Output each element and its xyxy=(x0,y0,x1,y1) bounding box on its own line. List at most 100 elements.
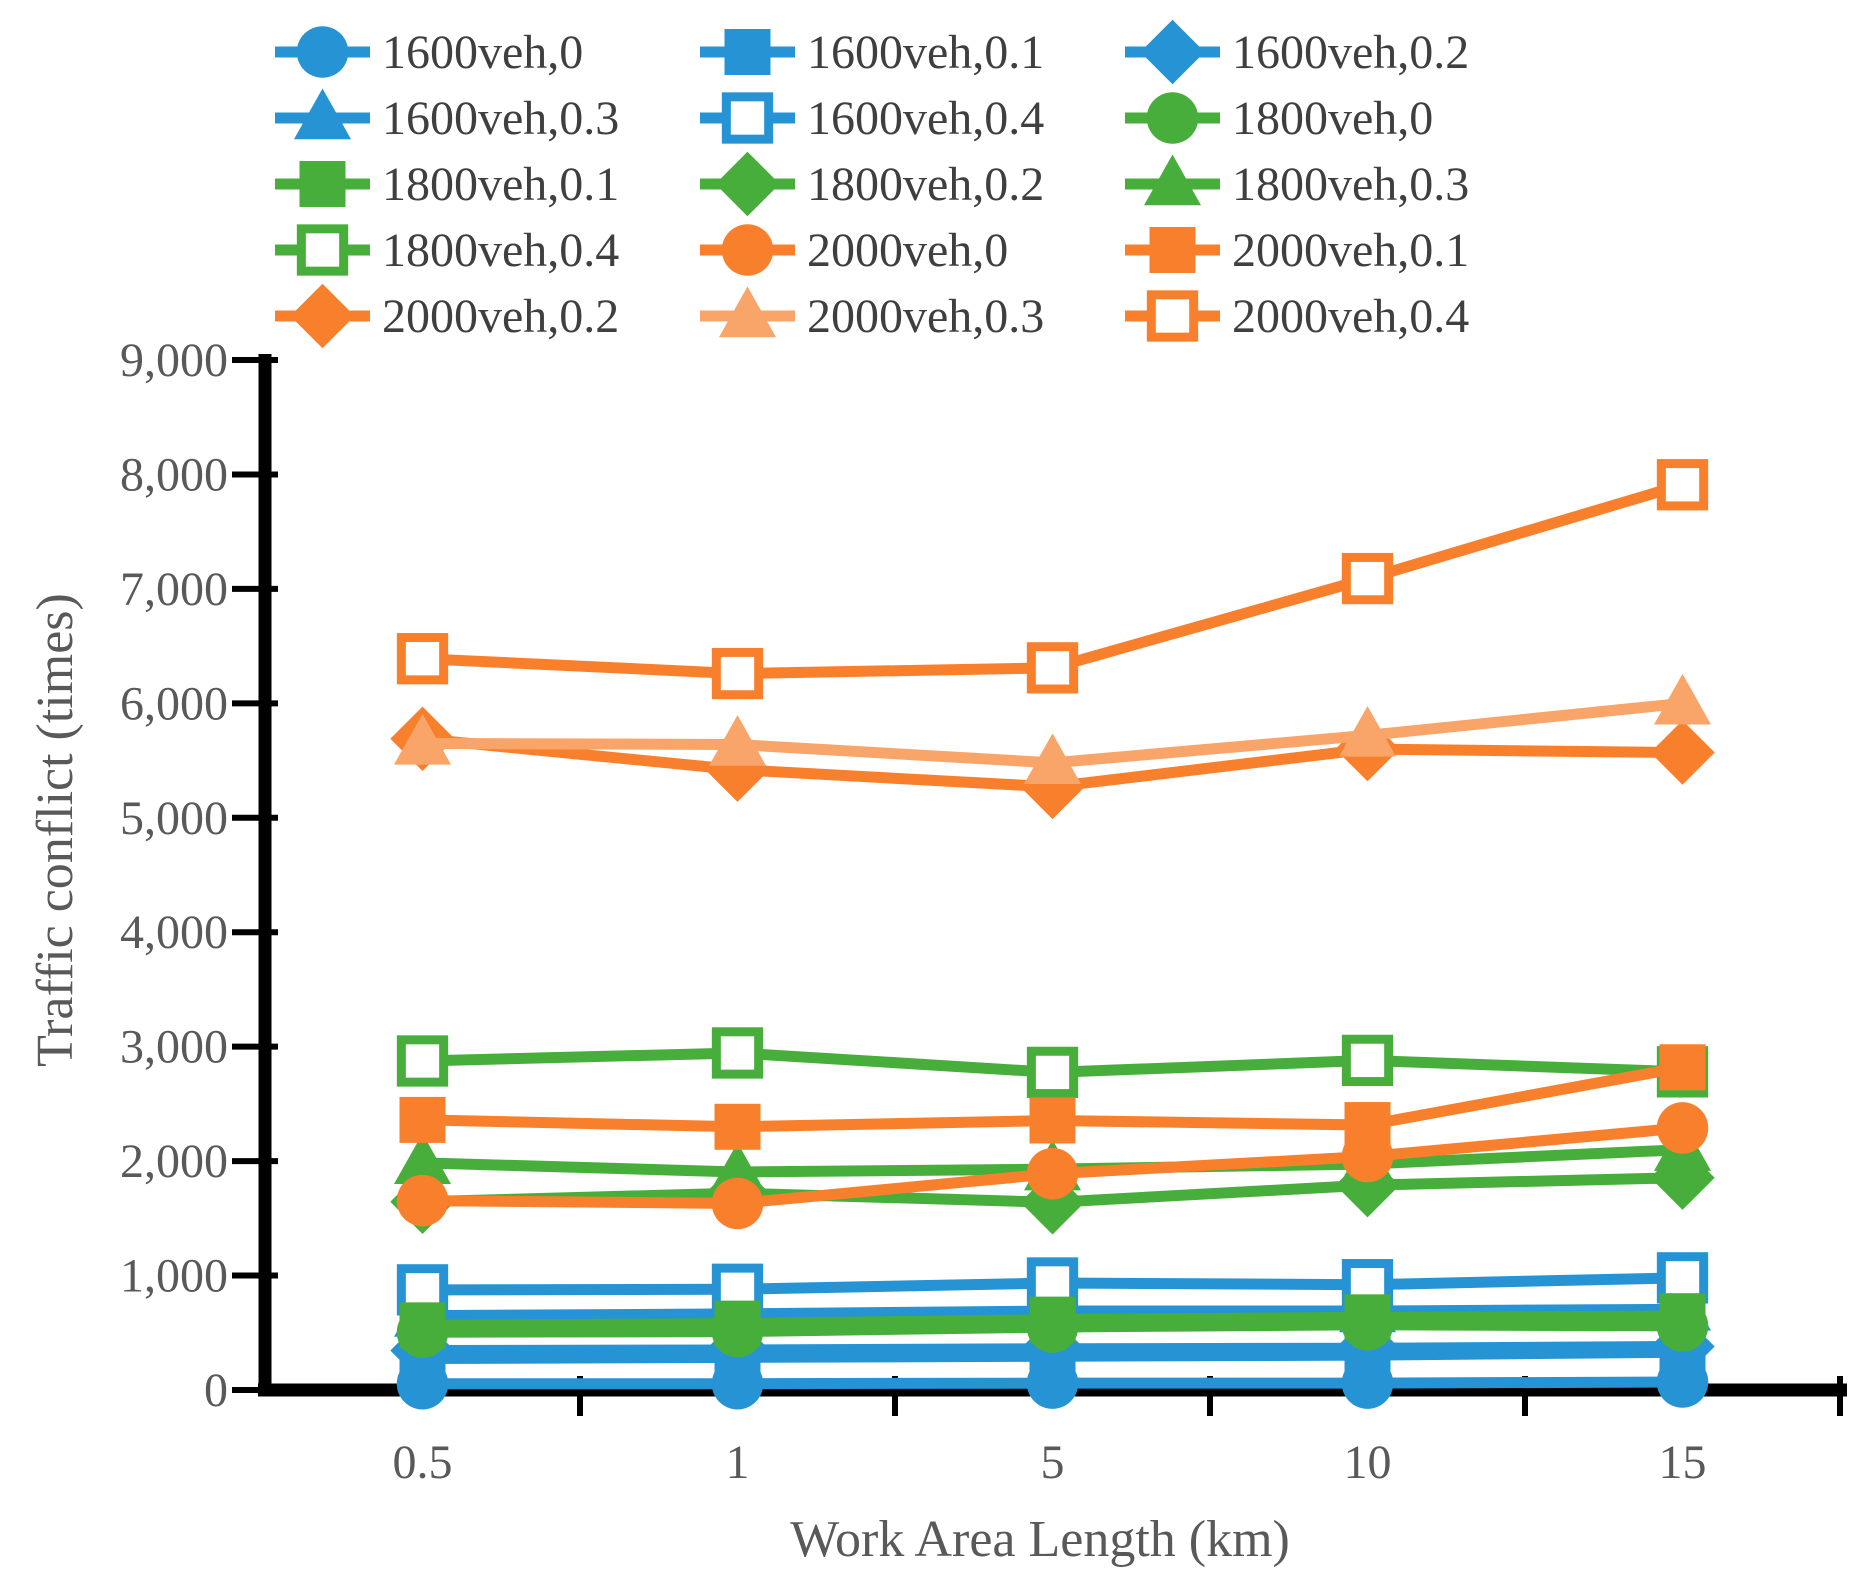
legend-marker-icon xyxy=(299,161,346,207)
legend-label: 1800veh,0 xyxy=(1232,92,1433,145)
data-point xyxy=(1650,720,1715,785)
data-point xyxy=(1656,459,1709,511)
data-point xyxy=(399,1302,446,1349)
data-point xyxy=(1026,642,1079,694)
data-point xyxy=(708,715,767,766)
legend-label: 1600veh,0 xyxy=(382,26,583,79)
legend-marker-icon xyxy=(1146,92,1199,144)
y-tick-label: 8,000 xyxy=(120,448,228,501)
data-point xyxy=(396,1035,449,1087)
y-tick-label: 2,000 xyxy=(120,1135,228,1188)
data-point xyxy=(393,1133,452,1185)
data-point xyxy=(1653,673,1712,725)
data-point xyxy=(708,1142,767,1194)
y-tick-label: 6,000 xyxy=(120,677,228,730)
y-tick-label: 5,000 xyxy=(120,792,228,845)
data-point xyxy=(1659,1044,1706,1091)
legend-label: 1600veh,0.1 xyxy=(807,26,1044,79)
data-point xyxy=(396,1174,449,1227)
legend-marker-icon xyxy=(724,29,771,75)
legend-label: 2000veh,0 xyxy=(807,224,1008,277)
y-tick-label: 1,000 xyxy=(120,1250,228,1303)
data-point xyxy=(1338,705,1397,757)
data-point xyxy=(1344,1102,1391,1149)
data-point xyxy=(1341,1034,1394,1087)
legend-item-1600veh-0-2: 1600veh,0.2 xyxy=(1125,19,1469,85)
data-point xyxy=(393,713,452,765)
series-2000veh-0-3 xyxy=(393,673,1712,785)
legend-marker-icon xyxy=(715,151,780,217)
data-point xyxy=(1029,1296,1076,1343)
data-point xyxy=(1344,1294,1391,1341)
series-2000veh-0-1 xyxy=(399,1044,1706,1150)
series-2000veh-0 xyxy=(396,1102,1709,1230)
series-1800veh-0-4 xyxy=(396,1027,1709,1099)
data-point xyxy=(1020,1170,1085,1235)
legend-label: 1800veh,0.1 xyxy=(382,158,619,211)
data-point xyxy=(399,1096,446,1143)
legend-label: 1800veh,0.4 xyxy=(382,224,619,277)
legend-item-1600veh-0: 1600veh,0 xyxy=(275,26,583,79)
legend-item-1800veh-0: 1800veh,0 xyxy=(1125,92,1433,145)
data-point xyxy=(711,1027,764,1079)
legend-label: 2000veh,0.3 xyxy=(807,290,1044,343)
legend-item-1600veh-0-4: 1600veh,0.4 xyxy=(700,92,1044,145)
data-point xyxy=(1656,1102,1709,1154)
legend-label: 2000veh,0.4 xyxy=(1232,290,1469,343)
legend-label: 1600veh,0.3 xyxy=(382,92,619,145)
legend-label: 1600veh,0.4 xyxy=(807,92,1044,145)
axes: 0 1,000 2,000 3,000 4,000 5,000 6,000 7,000 8,00… xyxy=(120,334,1847,1489)
legend-item-2000veh-0: 2000veh,0 xyxy=(700,224,1008,277)
plot-area xyxy=(390,459,1715,1410)
series-1800veh-0-1 xyxy=(399,1293,1706,1349)
legend-item-1800veh-0-3: 1800veh,0.3 xyxy=(1125,154,1469,211)
legend-marker-icon xyxy=(718,286,777,338)
data-point xyxy=(714,1300,761,1347)
data-point xyxy=(1026,1147,1079,1200)
legend-label: 1800veh,0.2 xyxy=(807,158,1044,211)
data-point xyxy=(711,647,764,700)
y-tick-label: 0 xyxy=(204,1364,228,1417)
legend-marker-icon xyxy=(1143,154,1202,206)
data-point xyxy=(1026,1046,1079,1099)
x-tick-label: 0.5 xyxy=(393,1436,453,1489)
legend-item-2000veh-0-2: 2000veh,0.2 xyxy=(275,283,619,349)
legend-marker-icon xyxy=(296,224,349,276)
legend-marker-icon xyxy=(1140,19,1205,85)
legend-item-1600veh-0-3: 1600veh,0.3 xyxy=(275,88,619,145)
legend-marker-icon xyxy=(1149,227,1196,273)
legend-item-2000veh-0-3: 2000veh,0.3 xyxy=(700,286,1044,343)
legend-marker-icon xyxy=(296,26,349,78)
x-tick-label: 10 xyxy=(1344,1436,1392,1489)
legend: 1600veh,0 1600veh,0.1 1600veh,0.2 1600veh,0… xyxy=(275,19,1469,349)
legend-marker-icon xyxy=(1146,290,1199,342)
y-tick-label: 4,000 xyxy=(120,906,228,959)
legend-item-1800veh-0-2: 1800veh,0.2 xyxy=(700,151,1044,217)
data-point xyxy=(1029,1097,1076,1144)
legend-item-2000veh-0-4: 2000veh,0.4 xyxy=(1125,290,1469,343)
data-point xyxy=(1023,733,1082,785)
legend-marker-icon xyxy=(293,88,352,140)
legend-label: 2000veh,0.2 xyxy=(382,290,619,343)
legend-label: 2000veh,0.1 xyxy=(1232,224,1469,277)
data-point xyxy=(1341,552,1394,605)
y-tick-label: 3,000 xyxy=(120,1021,228,1074)
legend-item-2000veh-0-1: 2000veh,0.1 xyxy=(1125,224,1469,277)
legend-marker-icon xyxy=(721,92,774,144)
legend-marker-icon xyxy=(721,224,774,276)
x-tick-label: 1 xyxy=(726,1436,750,1489)
data-point xyxy=(1659,1293,1706,1340)
legend-marker-icon xyxy=(290,283,355,349)
y-axis-title: Traffic conflict (times) xyxy=(27,593,84,1067)
legend-item-1800veh-0-4: 1800veh,0.4 xyxy=(275,224,619,277)
series-2000veh-0-4 xyxy=(396,459,1709,700)
data-point xyxy=(1656,1252,1709,1304)
x-tick-label: 15 xyxy=(1659,1436,1707,1489)
data-point xyxy=(711,1177,764,1230)
x-axis-title: Work Area Length (km) xyxy=(790,1511,1290,1568)
y-tick-label: 9,000 xyxy=(120,334,228,387)
y-tick-label: 7,000 xyxy=(120,563,228,616)
legend-label: 1600veh,0.2 xyxy=(1232,26,1469,79)
